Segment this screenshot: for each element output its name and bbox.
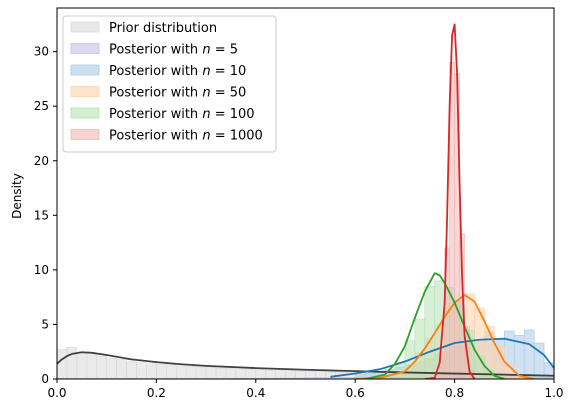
y-axis-label: Density	[10, 173, 24, 219]
histogram-bar	[533, 342, 545, 379]
legend-label: Posterior with n = 5	[109, 43, 238, 58]
histogram-bar	[86, 354, 98, 379]
density-curve-layer	[57, 23, 554, 379]
legend-swatch	[70, 86, 100, 97]
x-tick-label: 0.8	[445, 386, 464, 400]
legend-label: Posterior with n = 10	[109, 64, 246, 79]
y-tick-label: 0	[41, 372, 49, 386]
y-tick-label: 10	[34, 263, 49, 277]
legend-swatch	[70, 64, 100, 76]
histogram-bar	[523, 329, 535, 379]
x-tick-label: 0.6	[346, 386, 365, 400]
legend-label: Posterior with n = 50	[109, 86, 246, 101]
histogram-bar	[235, 368, 247, 379]
histogram-bar	[136, 362, 147, 379]
histogram-bar	[459, 233, 465, 379]
histogram-bar	[285, 370, 296, 379]
x-tick-label: 0.4	[246, 386, 265, 400]
histogram-bar	[394, 362, 406, 379]
histogram-bar	[245, 369, 257, 379]
x-tick-label: 0.2	[147, 386, 166, 400]
legend-swatch	[70, 107, 100, 119]
histogram-bar	[225, 368, 237, 379]
histogram-bar	[126, 361, 137, 379]
density-curve	[364, 272, 505, 379]
legend-label: Posterior with n = 1000	[109, 129, 263, 144]
density-curve	[330, 337, 554, 378]
histogram-bar	[424, 285, 436, 379]
histogram-bar	[116, 359, 127, 379]
histogram-bar	[474, 355, 485, 379]
histogram-bar	[185, 366, 197, 379]
y-axis: 0 5 10 15 20 25 30	[34, 45, 57, 386]
y-tick-label: 30	[34, 45, 49, 59]
density-curve	[424, 23, 476, 379]
histogram-bar	[156, 363, 167, 379]
histogram-bar	[57, 349, 68, 379]
histogram-bar	[195, 366, 207, 379]
y-tick-label: 20	[34, 154, 49, 168]
histogram-bar	[96, 355, 108, 379]
density-curve	[57, 351, 554, 377]
histogram-bar	[166, 364, 177, 379]
histogram-bar	[275, 370, 286, 379]
histogram-bar	[205, 367, 217, 379]
histogram-bar	[106, 357, 117, 379]
histogram-bar	[76, 352, 88, 379]
histogram-bar	[215, 367, 227, 379]
y-tick-label: 25	[34, 99, 49, 113]
legend-label: Posterior with n = 100	[109, 107, 255, 122]
legend: Prior distribution Posterior with n = 5 Po…	[62, 15, 277, 153]
y-tick-label: 5	[41, 317, 49, 331]
plot-frame	[56, 7, 555, 380]
histogram-bar	[146, 363, 157, 379]
histogram-bar	[503, 365, 515, 379]
x-axis: 0.0 0.2 0.4 0.6 0.8 1.0	[47, 379, 564, 400]
legend-swatch	[70, 43, 100, 54]
x-tick-label: 1.0	[544, 386, 563, 400]
histogram-bar	[255, 369, 267, 379]
legend-swatch	[70, 21, 100, 33]
histogram-bar	[175, 365, 187, 379]
legend-label: Prior distribution	[109, 21, 217, 36]
y-tick-label: 15	[34, 208, 49, 222]
histogram-bar	[66, 347, 78, 379]
histogram-bar	[295, 370, 306, 379]
legend-swatch	[70, 129, 100, 140]
histogram-bar	[265, 369, 276, 379]
x-tick-label: 0.0	[47, 386, 66, 400]
legend-box	[62, 15, 277, 153]
